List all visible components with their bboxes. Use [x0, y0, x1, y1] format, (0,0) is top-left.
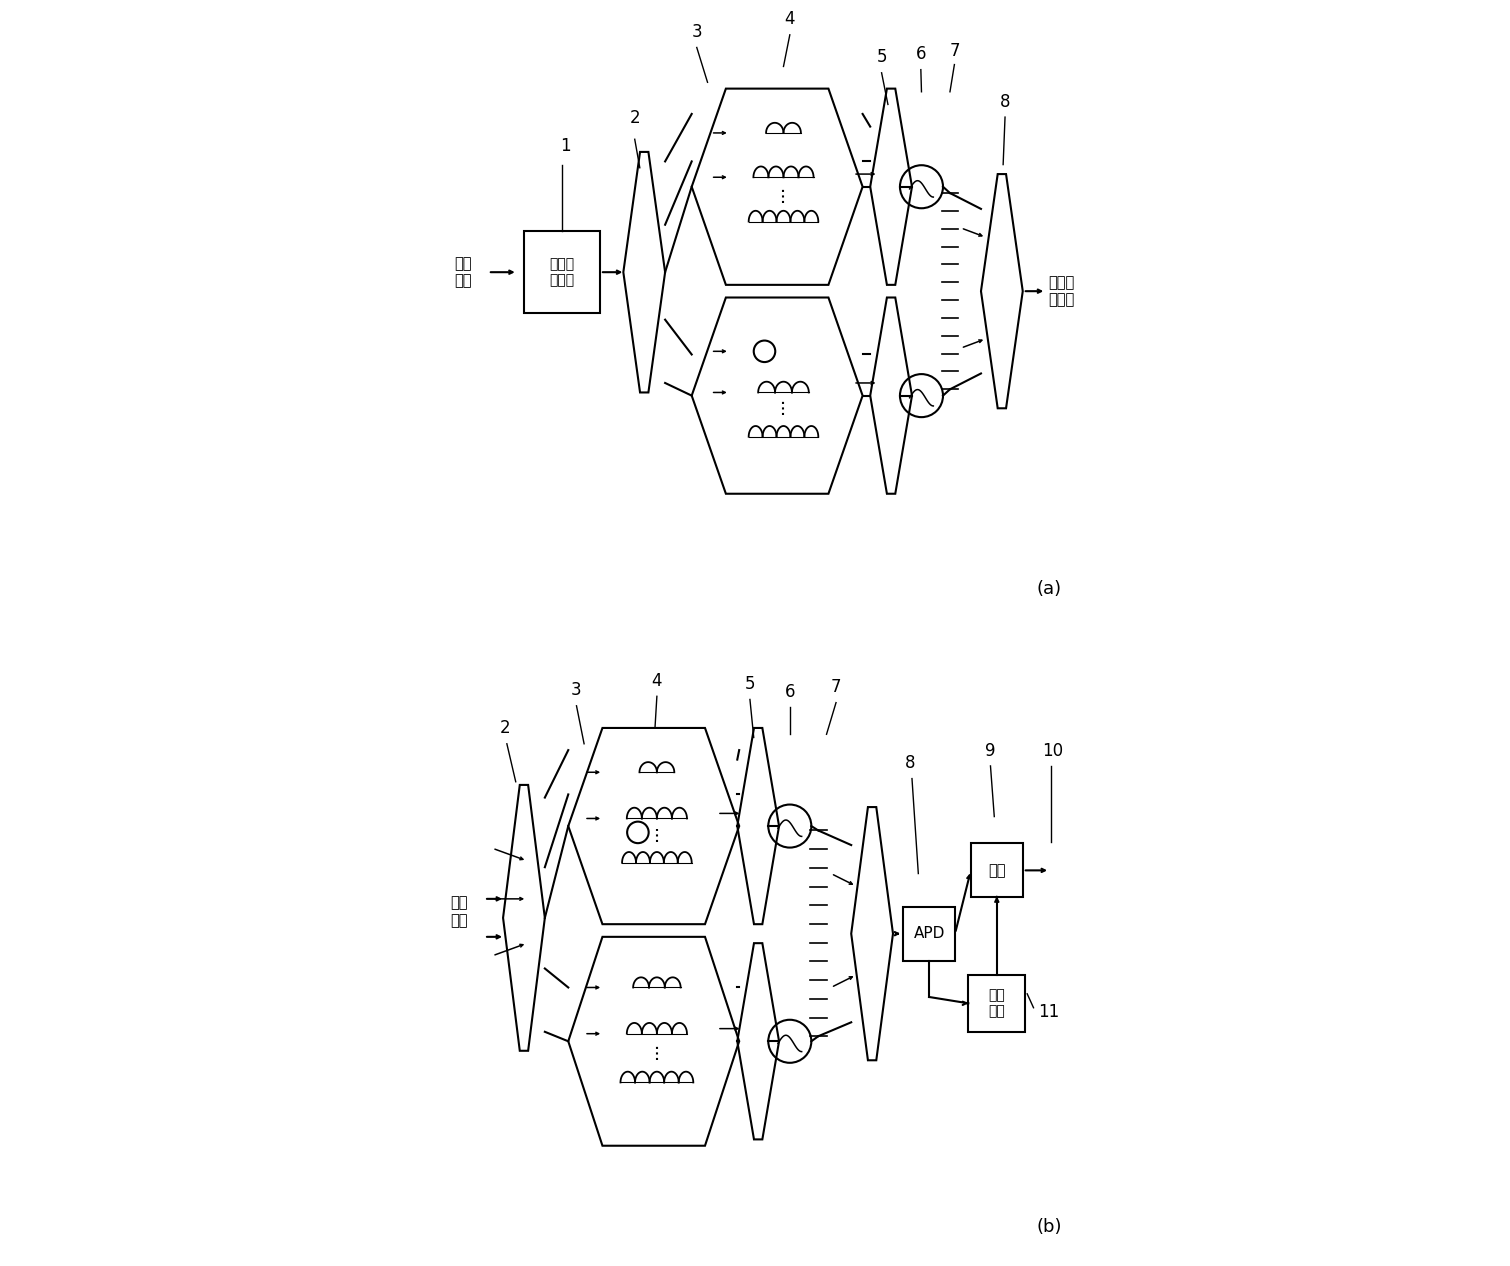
Text: 6: 6 [785, 682, 796, 701]
Bar [968, 975, 1025, 1032]
Text: 8: 8 [1000, 92, 1010, 111]
Text: 4: 4 [652, 672, 661, 690]
Text: 时钟
提取: 时钟 提取 [989, 989, 1006, 1018]
Text: 9: 9 [985, 742, 995, 760]
Bar [971, 843, 1022, 898]
Text: 5: 5 [876, 48, 886, 67]
Text: 7: 7 [831, 679, 841, 696]
Text: 6: 6 [915, 46, 926, 63]
Text: 3: 3 [571, 681, 581, 699]
Text: 7: 7 [950, 42, 960, 60]
Text: 2: 2 [500, 719, 510, 737]
Text: 11: 11 [1039, 1003, 1060, 1020]
Text: 超短脉
冲光源: 超短脉 冲光源 [550, 257, 574, 287]
Text: 接收
信号: 接收 信号 [450, 895, 468, 928]
Bar [903, 906, 954, 961]
Text: 1: 1 [560, 137, 571, 156]
Text: 2: 2 [630, 109, 640, 127]
Text: 5: 5 [744, 675, 755, 694]
Text: 判决: 判决 [988, 863, 1006, 877]
Text: (a): (a) [1037, 580, 1062, 598]
Text: 10: 10 [1042, 742, 1063, 760]
Text: 8: 8 [904, 755, 915, 772]
Bar [524, 232, 599, 314]
Text: 4: 4 [785, 10, 796, 29]
Text: (b): (b) [1036, 1218, 1062, 1236]
Text: APD: APD [914, 927, 945, 941]
Text: 扩频信
号输出: 扩频信 号输出 [1048, 275, 1074, 308]
Text: 数据
比特: 数据 比特 [455, 256, 471, 289]
Text: 3: 3 [692, 23, 702, 41]
